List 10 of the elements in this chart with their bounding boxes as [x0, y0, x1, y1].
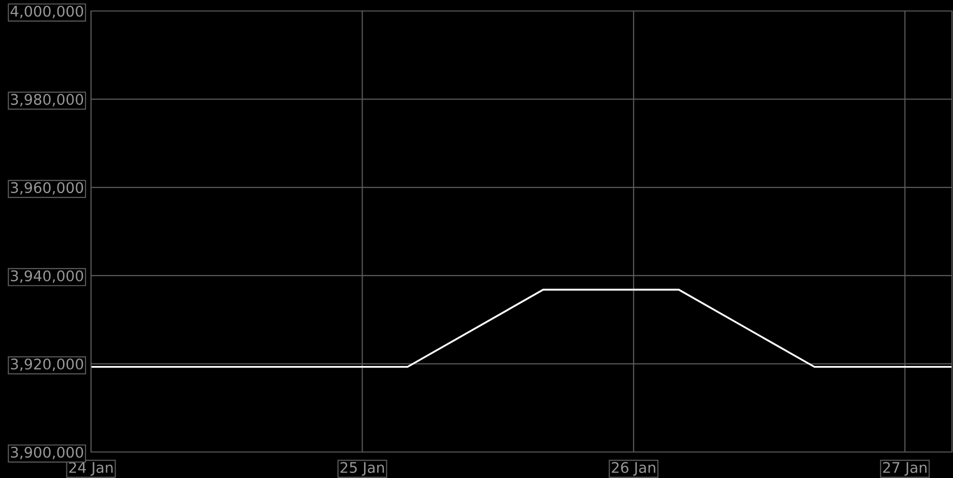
- y-tick-label: 3,920,000: [10, 358, 84, 372]
- x-tick-label: 25 Jan: [340, 462, 384, 476]
- y-tick-label: 4,000,000: [10, 6, 84, 18]
- x-tick-label: 24 Jan: [69, 462, 113, 476]
- x-tick-label: 27 Jan: [883, 462, 926, 476]
- y-tick-label: 3,980,000: [10, 94, 84, 106]
- y-tick-label: 3,900,000: [10, 446, 84, 460]
- x-tick-label: 26 Jan: [612, 462, 656, 476]
- y-tick-label: 3,940,000: [10, 270, 84, 283]
- y-tick-label: 3,960,000: [10, 182, 84, 195]
